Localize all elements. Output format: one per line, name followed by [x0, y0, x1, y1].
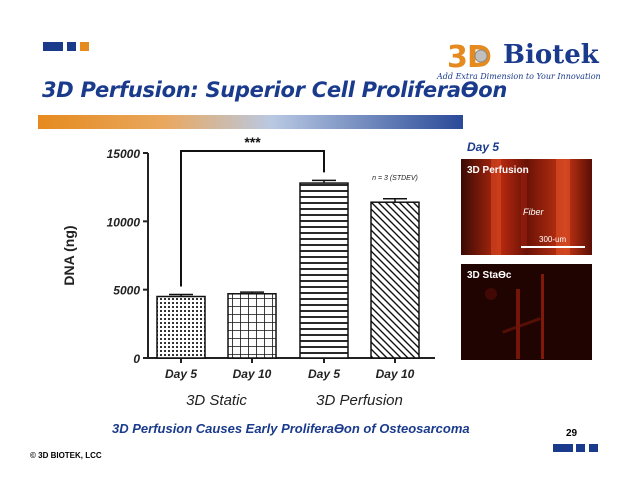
y-tick-label: 10000 — [107, 215, 141, 229]
static-image-art — [461, 264, 592, 360]
copyright-text: © 3D BIOTEK, LCC — [30, 451, 102, 460]
scale-bar-label: 300-um — [539, 235, 567, 244]
significance-bracket — [180, 150, 325, 287]
y-tick-label: 15000 — [107, 147, 141, 161]
dna-bar-chart: 0 5000 10000 15000 DNA (ng) Day 5 Day 10 Day 5 D… — [61, 134, 435, 409]
deco-square-4 — [553, 444, 573, 452]
perfusion-image-art — [461, 159, 592, 255]
y-axis-title: DNA (ng) — [61, 225, 77, 285]
micro-image-static: 3D StaƟc — [461, 264, 592, 360]
x-tick-label: Day 10 — [233, 367, 272, 381]
bar — [156, 295, 206, 359]
logo-3d-icon: 3 D — [447, 40, 492, 72]
significance-label: *** — [244, 134, 261, 150]
page-title: 3D Perfusion: Superior Cell ProliferaƟon — [42, 78, 508, 102]
static-label: 3D StaƟc — [467, 270, 512, 281]
title-underline-gradient — [38, 115, 463, 129]
perfusion-label: 3D Perfusion — [467, 165, 529, 176]
x-tick-label: Day 10 — [376, 367, 415, 381]
chart-bars — [156, 179, 420, 359]
deco-square-2 — [67, 42, 76, 51]
micro-image-perfusion: 3D Perfusion Fiber 300-um — [461, 159, 592, 255]
logo-brand: Biotek — [503, 40, 599, 70]
deco-square-5 — [576, 444, 585, 452]
x-tick-label: Day 5 — [165, 367, 197, 381]
bar — [227, 293, 277, 359]
chart-labels: 0 5000 10000 15000 DNA (ng) Day 5 Day 10 Day 5 D… — [61, 134, 418, 409]
sample-note: n = 3 (STDEV) — [372, 175, 418, 182]
slide-caption: 3D Perfusion Causes Early ProliferaƟon o… — [112, 421, 470, 436]
deco-square-3 — [80, 42, 89, 51]
bar — [370, 201, 420, 359]
logo-tagline: Add Extra Dimension to Your Innovation — [437, 72, 601, 81]
y-tick-label: 0 — [133, 352, 140, 366]
bar — [299, 182, 349, 359]
deco-square-6 — [589, 444, 598, 452]
group-label: 3D Static — [186, 392, 247, 409]
page-number: 29 — [566, 428, 578, 439]
image-day-label: Day 5 — [467, 140, 500, 154]
svg-text:3: 3 — [447, 40, 468, 72]
x-tick-label: Day 5 — [308, 367, 340, 381]
y-tick-label: 5000 — [113, 284, 140, 298]
fiber-label: Fiber — [523, 207, 544, 217]
group-label: 3D Perfusion — [316, 392, 403, 409]
deco-square-1 — [43, 42, 63, 51]
